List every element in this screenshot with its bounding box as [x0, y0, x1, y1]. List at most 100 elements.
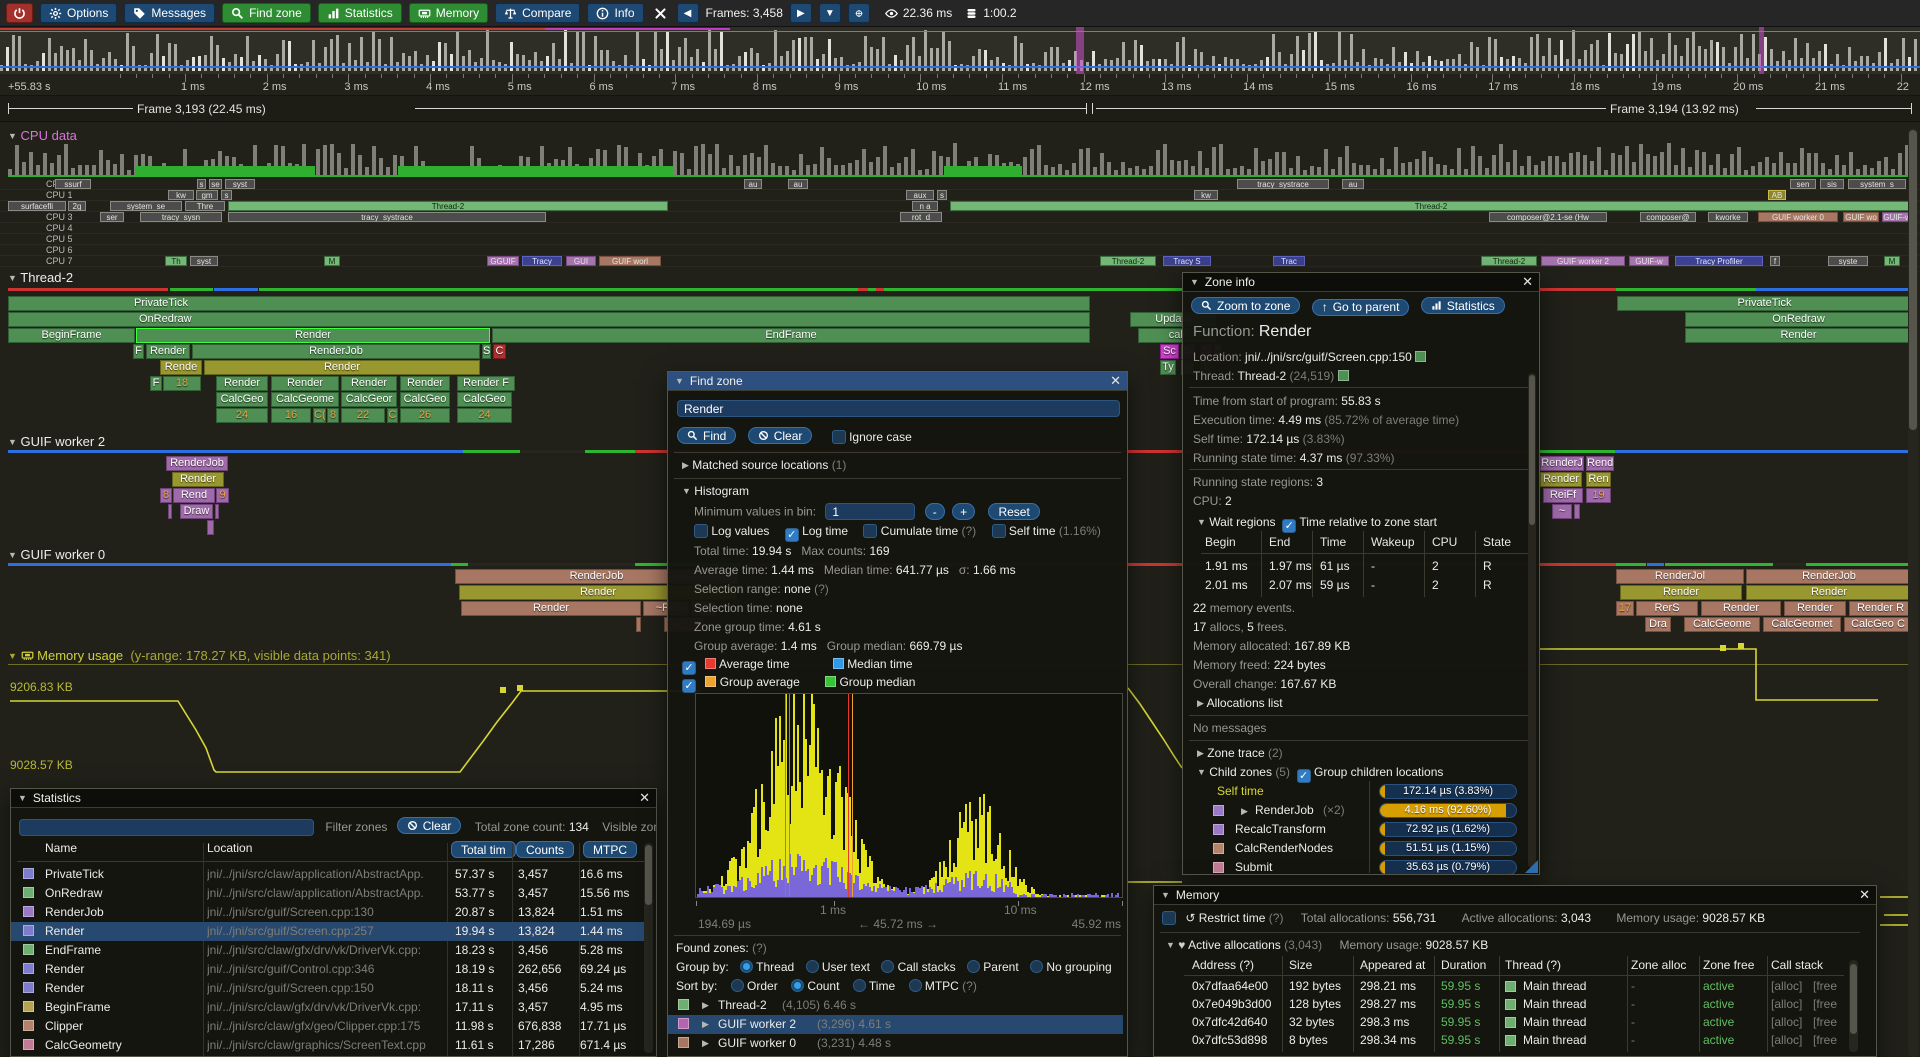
log-time-checkbox[interactable]: ✓ [784, 528, 799, 542]
statistics-button[interactable]: Statistics [317, 3, 402, 23]
cpu-zone-chip[interactable]: GUI [566, 256, 596, 266]
thread-header[interactable]: ▼ Thread-2 [8, 270, 74, 285]
timeline-zone[interactable]: PrivateTick [1617, 296, 1912, 311]
tools-icon[interactable] [654, 7, 667, 20]
timeline-zone[interactable]: Render [204, 360, 480, 375]
timeline-zone[interactable]: 24 [457, 408, 512, 423]
cpu-zone-chip[interactable]: GGUIF [487, 256, 519, 266]
memory-col-header[interactable]: Duration [1441, 958, 1487, 972]
cpu-zone-chip[interactable]: GUIF worker 0 [1758, 212, 1838, 222]
timeline-zone[interactable] [215, 504, 219, 519]
allocation-row[interactable]: 0x7e049b3d00 128 bytes 298.27 ms 59.95 s Mai… [1192, 997, 1838, 1011]
close-icon[interactable]: ✕ [1522, 274, 1533, 289]
timeline-zone[interactable]: PrivateTick [8, 296, 1090, 311]
power-button[interactable] [6, 3, 33, 23]
cpu-zone-chip[interactable]: ssurf [55, 179, 91, 189]
child-zone-row[interactable]: RecalcTransform 72.92 µs (1.62%) [1183, 822, 1539, 839]
frame-dropdown-button[interactable]: ▼ [818, 3, 841, 23]
timeline-zone[interactable]: ~ [1552, 504, 1572, 519]
cpu-zone-chip[interactable]: 2g [68, 201, 86, 211]
table-row[interactable]: CalcGeometry jni/../jni/src/claw/graphics… [11, 1036, 647, 1055]
cpu-zone-chip[interactable]: s [937, 190, 947, 200]
self-time-checkbox[interactable] [991, 524, 1006, 538]
cpu-zone-chip[interactable]: ser [100, 212, 124, 222]
timeline-zone[interactable]: OnRedraw [8, 312, 1090, 327]
thread-header[interactable]: ▼ GUIF worker 2 [8, 434, 106, 449]
timeline-zone[interactable]: RenderJ [1540, 456, 1584, 471]
cpu-zone-chip[interactable]: GUIF worker 2 [1541, 256, 1625, 266]
child-zone-row[interactable]: CalcRenderNodes 51.51 µs (1.15%) [1183, 841, 1539, 858]
cpu-zone-chip[interactable]: syst [190, 256, 218, 266]
relative-time-checkbox[interactable]: ✓ [1282, 519, 1297, 533]
compare-button[interactable]: Compare [495, 3, 581, 23]
cpu-zone-chip[interactable]: Trac [1273, 256, 1305, 266]
timeline-zone[interactable]: F [133, 344, 144, 359]
timeline-zone[interactable]: Ty [1160, 360, 1176, 375]
timeline-zone[interactable]: Render [1701, 601, 1781, 616]
cpu-zone-chip[interactable]: tracy_systrace [228, 212, 546, 222]
avg-median-checkbox[interactable]: ✓ [682, 661, 696, 675]
stats-clear-button[interactable]: Clear [396, 817, 462, 834]
statistics-scrollbar[interactable] [645, 845, 652, 905]
allocation-row[interactable]: 0x7dfc42d640 32 bytes 298.3 ms 59.95 s Main … [1192, 1015, 1838, 1029]
bin-minus-button[interactable]: - [924, 503, 945, 520]
sort-total-time-button[interactable]: Total tim [451, 841, 516, 858]
cpu-zone-chip[interactable]: Thread-2 [228, 201, 668, 211]
timeline-zone[interactable]: Render [341, 376, 397, 391]
frame-bar[interactable]: Frame 3,193 (22.45 ms) Frame 3,194 (13.9… [0, 96, 1920, 122]
timeline-zone[interactable]: Render [1746, 585, 1912, 600]
memory-col-header[interactable]: Zone alloc [1631, 958, 1687, 972]
timeline-zone[interactable]: BeginFrame [8, 328, 135, 343]
cpu-data-header[interactable]: ▼ CPU data [8, 128, 77, 143]
active-allocations-toggle[interactable]: ▼ ♥ Active allocations (3,043) Memory us… [1166, 938, 1489, 952]
cpu-zone-chip[interactable]: Tracy Profiler [1675, 256, 1763, 266]
options-button[interactable]: Options [40, 3, 118, 23]
zoom-to-zone-button[interactable]: Zoom to zone [1191, 297, 1301, 314]
memory-col-header[interactable]: Thread (?) [1505, 958, 1562, 972]
go-to-parent-button[interactable]: ↑ Go to parent [1311, 298, 1410, 316]
histogram-section-toggle[interactable]: ▼ Histogram [682, 484, 749, 498]
cpu-zone-chip[interactable]: aux [906, 190, 934, 200]
found-zone-row[interactable]: ▶ GUIF worker 0 (3,231) 4.48 s [668, 1034, 1123, 1053]
allocations-list-toggle[interactable]: ▶ Allocations list [1197, 696, 1283, 710]
cpu-zone-chip[interactable]: au [788, 179, 808, 189]
timeline-zone[interactable]: 18 [163, 376, 201, 391]
timeline-zone[interactable]: CalcGeo [216, 392, 268, 407]
messages-button[interactable]: Messages [124, 3, 216, 23]
cpu-zone-chip[interactable]: s [221, 190, 232, 200]
timeline-zone[interactable]: RenderJob [166, 456, 228, 471]
timeline-zone[interactable]: 17 [1616, 601, 1634, 616]
wait-regions-toggle[interactable]: ▼ Wait regions ✓ Time relative to zone s… [1197, 515, 1437, 533]
timeline-zone[interactable]: CalcGeome [271, 392, 339, 407]
cpu-zone-chip[interactable]: syste [1828, 256, 1868, 266]
timeline-zone[interactable]: Render [136, 328, 490, 343]
timeline-zone[interactable]: Render [1620, 585, 1742, 600]
zone-statistics-button[interactable]: Statistics [1420, 297, 1505, 314]
zone-trace-toggle[interactable]: ▶ Zone trace (2) [1197, 746, 1283, 760]
sort-mtpc-button[interactable]: MTPC [583, 841, 637, 858]
timeline-zone[interactable]: Dra [1645, 617, 1671, 632]
timeline-zone[interactable]: F [150, 376, 162, 391]
cpu-zone-chip[interactable]: sis [1820, 179, 1844, 189]
cpu-zone-chip[interactable]: Tracy S [1163, 256, 1211, 266]
timeline-zone[interactable]: 16 [271, 408, 311, 423]
cpu-zone-chip[interactable]: au [744, 179, 762, 189]
sort-by-radio[interactable] [730, 979, 744, 992]
info-button[interactable]: Info [587, 3, 644, 23]
table-row[interactable]: Render jni/../jni/src/guif/Control.cpp:34… [11, 960, 647, 979]
timeline-zone[interactable]: CalcGeo C [1844, 617, 1912, 632]
found-zone-row[interactable]: ▶ GUIF worker 2 (3,296) 4.61 s [668, 1015, 1123, 1034]
timeline-zone[interactable]: Render [1685, 328, 1912, 343]
timeline-zone[interactable]: CalcGeo [457, 392, 512, 407]
frame-marker[interactable] [1076, 27, 1084, 74]
table-row[interactable]: RenderJob jni/../jni/src/guif/Screen.cpp:… [11, 903, 647, 922]
panel-resize-grip[interactable] [1525, 860, 1538, 873]
find-clear-button[interactable]: Clear [747, 427, 813, 444]
window-scrollbar[interactable] [1909, 130, 1917, 430]
timeline-zone[interactable]: Ren [1586, 472, 1611, 487]
cpu-zone-chip[interactable]: Thre [185, 201, 225, 211]
child-zone-row[interactable]: Submit 35.63 µs (0.79%) [1183, 860, 1539, 874]
sort-by-radio[interactable] [791, 979, 805, 992]
cpu-zone-chip[interactable]: Thread-2 [1481, 256, 1537, 266]
cpu-zone-chip[interactable]: sen [1790, 179, 1816, 189]
